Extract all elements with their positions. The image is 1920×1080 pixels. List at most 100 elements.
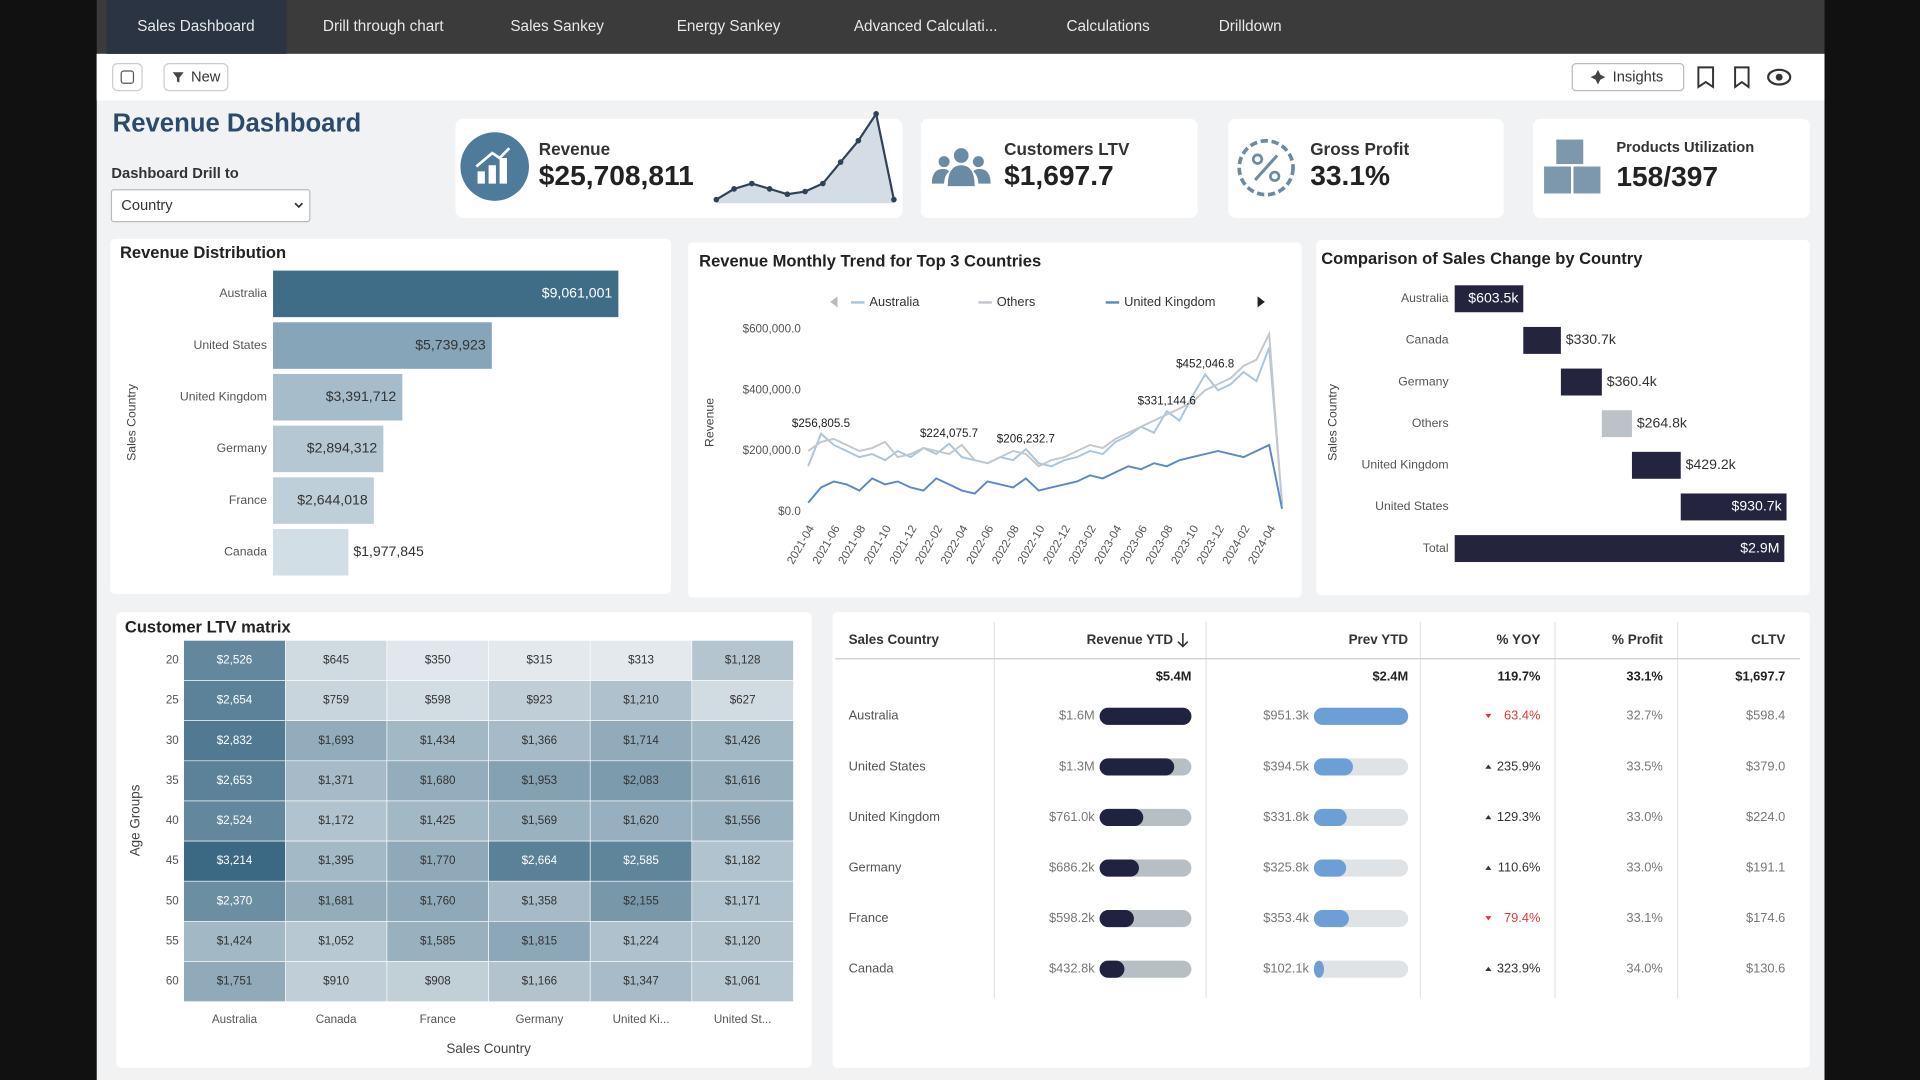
cell-label: $1,953 xyxy=(522,774,558,787)
cell-label: $908 xyxy=(425,975,451,988)
y-axis-label: Age Groups xyxy=(127,784,142,856)
column-header[interactable]: CLTV xyxy=(1751,632,1785,647)
cell-label: $645 xyxy=(323,654,349,667)
cell-label: $1,171 xyxy=(725,894,761,907)
cell-label: $313 xyxy=(628,654,654,667)
cell-label: $1,224 xyxy=(623,935,659,948)
y-axis-label: Sales Country xyxy=(124,383,138,461)
kpi-value: 158/397 xyxy=(1616,161,1718,192)
bookmarks-icon[interactable] xyxy=(1697,66,1715,89)
cell-label: $2,653 xyxy=(217,774,253,787)
column-header[interactable]: % Profit xyxy=(1612,632,1663,647)
value-label: $2.9M xyxy=(1740,539,1779,555)
profit-cell: 33.1% xyxy=(1626,910,1662,925)
cell-label: $1,815 xyxy=(522,935,558,948)
row-label: 45 xyxy=(166,854,179,867)
cell-label: $2,524 xyxy=(217,814,253,827)
cell-label: $1,172 xyxy=(318,814,354,827)
tab[interactable]: Drill through chart xyxy=(323,18,444,35)
revenue-bar xyxy=(1099,859,1139,877)
cell-label: $2,585 xyxy=(623,854,659,867)
cltv-cell: $379.0 xyxy=(1746,758,1785,773)
heat-cell xyxy=(386,680,489,721)
cell-label: $1,052 xyxy=(318,935,354,948)
trend-icon xyxy=(1485,966,1492,972)
kpi-label: Products Utilization xyxy=(1616,140,1754,156)
kpi-label: Gross Profit xyxy=(1310,139,1409,159)
sparkline-point xyxy=(766,186,773,192)
category-label: France xyxy=(229,493,267,507)
cell-label: $1,556 xyxy=(725,814,761,827)
cell-label: $1,585 xyxy=(420,935,456,948)
sparkline-point xyxy=(891,196,897,203)
revenue-cell: $1.3M xyxy=(1059,758,1095,773)
bar xyxy=(273,373,403,421)
sparkline-point xyxy=(855,137,862,144)
column-header[interactable]: Sales Country xyxy=(849,632,940,647)
cell-label: $1,680 xyxy=(420,774,456,787)
tab[interactable]: Calculations xyxy=(1066,18,1150,35)
column-header[interactable]: Revenue YTD xyxy=(1087,632,1174,647)
column-header[interactable]: Prev YTD xyxy=(1349,632,1409,647)
view-icon-pupil xyxy=(1775,73,1783,81)
bookmark-icon[interactable] xyxy=(1734,66,1750,89)
heat-cell xyxy=(386,921,489,962)
bar xyxy=(273,425,384,473)
cell-label: $2,370 xyxy=(217,894,253,907)
category-label: United States xyxy=(193,338,266,352)
prev-cell: $331.8k xyxy=(1263,809,1309,824)
cell-label: $1,061 xyxy=(725,975,761,988)
heat-cell xyxy=(488,680,591,721)
active-tab[interactable] xyxy=(106,0,287,54)
profit-cell: 32.7% xyxy=(1626,708,1662,723)
value-label: $930.7k xyxy=(1732,498,1783,514)
new-button[interactable] xyxy=(163,63,229,92)
column-label: United Ki... xyxy=(613,1013,670,1026)
bar xyxy=(1560,368,1602,396)
legend-next[interactable] xyxy=(1257,296,1265,308)
toggle-button[interactable] xyxy=(112,63,143,92)
insights-button[interactable] xyxy=(1571,63,1685,92)
tab-bar xyxy=(96,0,1825,54)
new-label: New xyxy=(191,70,221,86)
cell-label: $1,128 xyxy=(725,654,761,667)
category-label: Australia xyxy=(219,286,267,300)
tab[interactable]: Sales Sankey xyxy=(510,18,604,35)
cell-label: $1,371 xyxy=(318,774,354,787)
bar xyxy=(1454,535,1785,563)
prev-bar xyxy=(1313,758,1353,776)
heat-cell xyxy=(589,840,693,882)
tab[interactable]: Advanced Calculati... xyxy=(854,18,998,35)
tab[interactable]: Sales Dashboard xyxy=(137,18,254,35)
tab[interactable]: Drilldown xyxy=(1219,18,1282,35)
cell-label: $1,347 xyxy=(623,975,659,988)
value-label: $429.2k xyxy=(1686,456,1737,472)
row-label: 30 xyxy=(166,734,179,747)
cell-label: $627 xyxy=(730,694,756,707)
heat-cell xyxy=(285,720,388,762)
prev-bar xyxy=(1313,960,1324,978)
gross-icon-dot xyxy=(1251,153,1264,165)
view-icon[interactable] xyxy=(1767,68,1792,86)
value-label: $5,739,923 xyxy=(415,336,486,352)
value-label: $2,644,018 xyxy=(297,491,368,507)
cell-label: $1,569 xyxy=(522,814,558,827)
prev-cell: $325.8k xyxy=(1263,859,1309,874)
total-cell: 119.7% xyxy=(1498,669,1541,684)
kpi-label: Customers LTV xyxy=(1004,139,1130,159)
drill-select[interactable] xyxy=(110,189,311,223)
category-label: Canada xyxy=(224,544,267,558)
column-header[interactable]: % YOY xyxy=(1497,632,1541,647)
legend-prev[interactable] xyxy=(830,296,838,308)
total-cell: $5.4M xyxy=(1156,669,1192,684)
value-label: $330.7k xyxy=(1566,331,1617,347)
heat-cell xyxy=(285,961,388,1002)
kpi-value: $1,697.7 xyxy=(1004,160,1114,191)
heat-cell xyxy=(589,880,693,922)
bar xyxy=(273,322,492,369)
kpi-value: $25,708,811 xyxy=(539,160,694,191)
heat-cell xyxy=(386,880,489,922)
cell-label: $1,681 xyxy=(318,894,354,907)
tab[interactable]: Energy Sankey xyxy=(677,18,781,35)
